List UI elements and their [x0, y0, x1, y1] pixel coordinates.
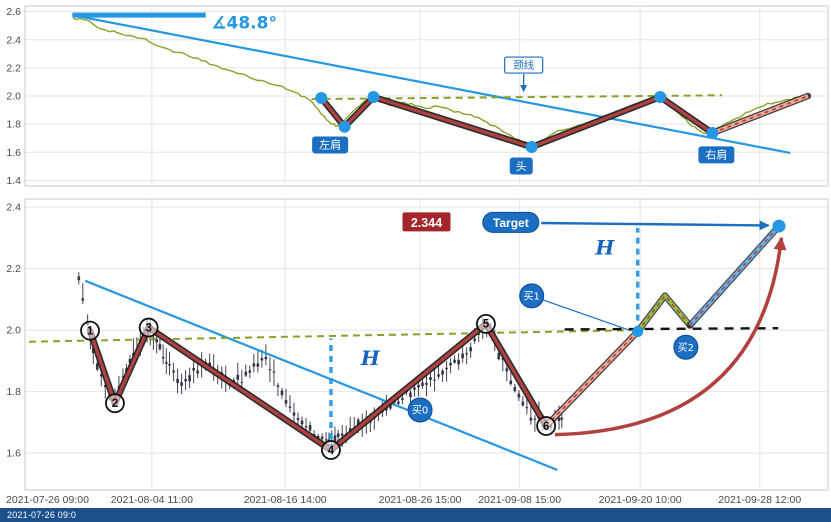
y-tick-label: 2.2 [6, 62, 21, 74]
point-marker-2[interactable] [105, 393, 125, 414]
pattern-dot-4[interactable] [525, 141, 538, 154]
y-tick-label: 1.8 [6, 119, 21, 131]
pattern-dot-3[interactable] [367, 90, 380, 103]
neckline-dashed [28, 329, 641, 343]
neckline-dashed [311, 94, 723, 101]
point-number-1: 1 [87, 325, 94, 337]
neckline-label[interactable] [504, 56, 544, 74]
price-line [72, 17, 809, 147]
height-label-2: H [594, 236, 615, 260]
panel-border [24, 5, 829, 187]
pattern-dot-2[interactable] [338, 120, 351, 133]
buy1-label[interactable] [519, 283, 545, 309]
point-marker-1[interactable] [80, 320, 100, 341]
y-tick-label: 2.4 [6, 201, 21, 213]
pattern-forecast-hatch [545, 331, 639, 427]
left-shoulder-label[interactable] [312, 136, 349, 154]
y-tick-label: 1.4 [6, 175, 21, 187]
head-label[interactable] [509, 157, 533, 175]
angle-label: ∡48.8° [211, 14, 277, 34]
point-number-4: 4 [328, 445, 335, 457]
y-tick-label: 2.0 [6, 325, 21, 337]
buy0-label[interactable] [407, 397, 433, 423]
y-tick-label: 1.8 [6, 386, 21, 398]
pattern-dot-1[interactable] [315, 91, 328, 104]
x-tick-label: 2021-08-16 14:00 [244, 494, 327, 506]
x-tick-label: 2021-08-04 11:00 [111, 494, 193, 506]
point-number-2: 2 [112, 398, 118, 410]
point-number-6: 6 [543, 421, 549, 433]
bottom-panel [25, 199, 828, 490]
point-marker-3[interactable] [138, 317, 159, 338]
target-dot[interactable] [772, 219, 786, 233]
target-box[interactable] [482, 211, 540, 233]
pattern-dot-5[interactable] [654, 90, 667, 103]
neckline-break-dot[interactable] [632, 326, 644, 338]
head-label-text: 头 [516, 160, 527, 173]
right-shoulder-label[interactable] [698, 146, 735, 164]
panel-border [24, 198, 829, 491]
forecast-blue-hatch [689, 225, 780, 326]
point-number-3: 3 [145, 322, 151, 334]
target-arrow [541, 220, 770, 231]
buy2-label[interactable] [673, 334, 699, 360]
pattern-line [88, 322, 548, 452]
downtrend-line [84, 279, 558, 472]
x-tick-label: 2021-09-20 10:00 [599, 494, 682, 506]
x-tick-label: 2021-09-28 12:00 [718, 494, 801, 506]
target-price-value: 2.344 [411, 216, 442, 230]
buy0-label-text: 买0 [412, 405, 428, 417]
point-marker-6[interactable] [536, 416, 557, 436]
target-price-box[interactable] [402, 212, 451, 232]
x-tick-label: 2021-09-08 15:00 [478, 494, 561, 506]
y-tick-label: 2.4 [6, 34, 21, 46]
point-number-5: 5 [483, 319, 490, 331]
x-tick-label: 2021-08-26 15:00 [379, 494, 462, 506]
target-box-text: Target [493, 216, 529, 230]
height-label-1: H [360, 346, 381, 370]
forecast-green [636, 293, 692, 333]
pattern-dot-6[interactable] [706, 126, 719, 139]
buy1-label-pointer [531, 295, 630, 331]
x-tick-label: 2021-07-26 09:00 [6, 494, 89, 506]
right-shoulder-label-text: 右肩 [705, 148, 727, 162]
neckline-extension-dashed [564, 326, 779, 331]
buy2-label-text: 买2 [678, 342, 694, 354]
projection-curve-arrow [554, 236, 787, 437]
pattern-forecast-hatch [712, 95, 809, 134]
y-tick-label: 1.6 [6, 448, 21, 460]
y-tick-label: 1.6 [6, 147, 21, 159]
buy1-label-text: 买1 [524, 290, 540, 302]
y-tick-label: 2.0 [6, 91, 21, 103]
range-start-label: 2021-07-26 09:0 [7, 510, 77, 520]
y-tick-label: 2.2 [6, 263, 21, 275]
downtrend-line [72, 14, 791, 155]
pattern-line [319, 95, 715, 149]
range-selector-bar[interactable]: 2021-07-26 09:0 [0, 508, 831, 522]
price-chart-svg: 2.6 2.4 2.2 2.0 1.8 1.6 1.4 2.4 2.2 2.0 1.8 1.6 2021… [6, 5, 829, 506]
left-shoulder-label-text: 左肩 [319, 138, 341, 152]
point-marker-4[interactable] [321, 440, 341, 460]
point-marker-5[interactable] [476, 313, 496, 334]
y-tick-label: 2.6 [6, 6, 21, 18]
neckline-label-text: 颈线 [513, 59, 534, 72]
